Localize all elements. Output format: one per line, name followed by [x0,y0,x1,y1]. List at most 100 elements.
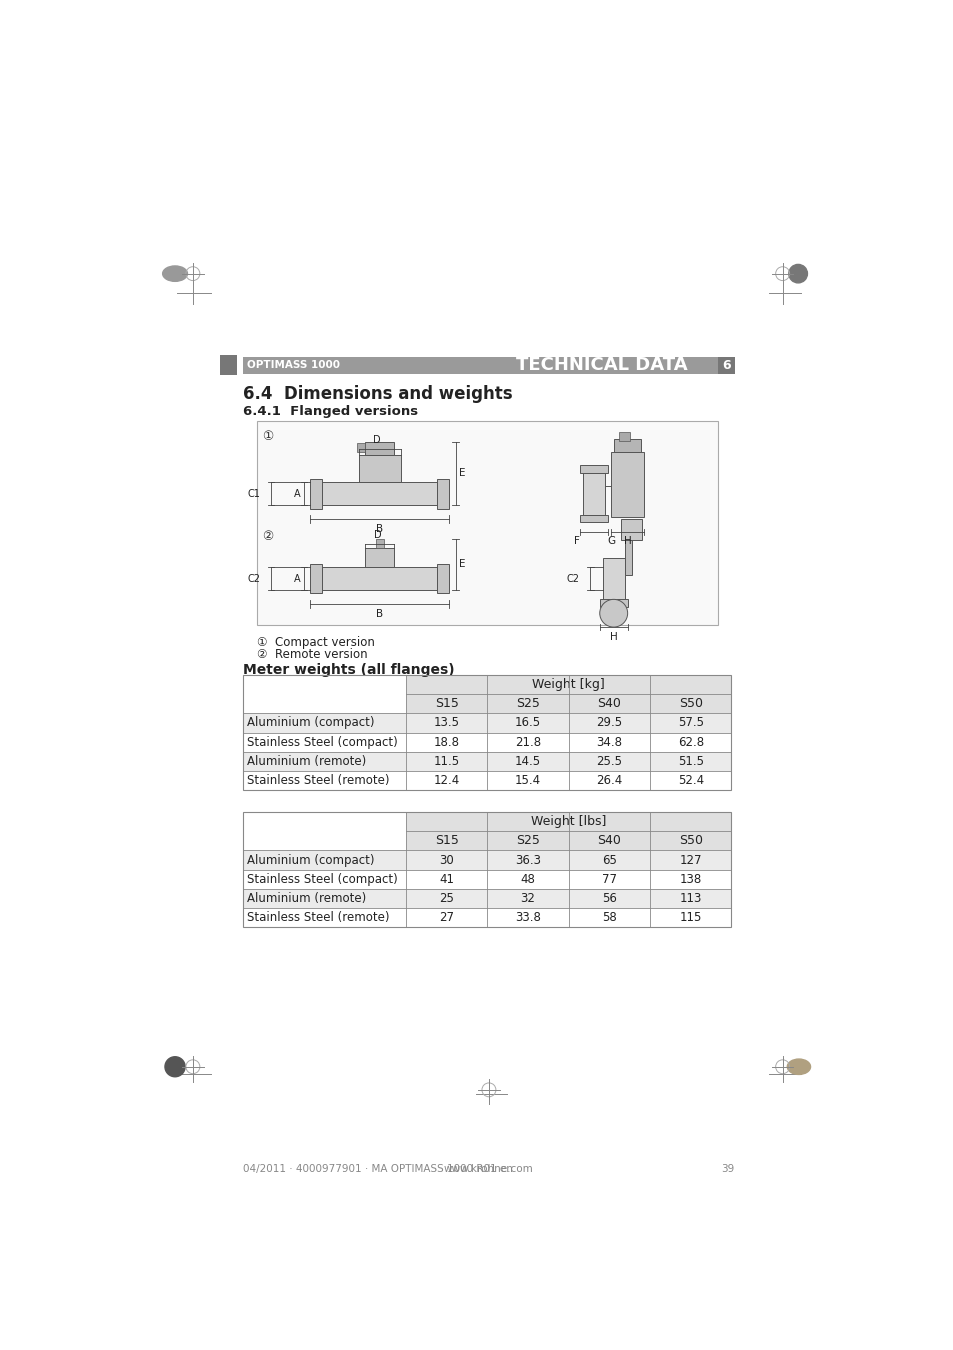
Text: ①  Compact version: ① Compact version [257,636,375,648]
Ellipse shape [162,266,187,281]
Text: S25: S25 [516,697,539,710]
Bar [568,832,649,850]
Text: F: F [574,536,579,547]
Bar [649,832,731,850]
Text: ②: ② [261,531,273,543]
Bar [310,564,322,593]
Text: Stainless Steel (remote): Stainless Steel (remote) [247,774,389,787]
Bar [717,356,734,374]
Bar [568,694,649,713]
Bar [487,832,568,850]
Bar [243,733,731,752]
Text: 16.5: 16.5 [515,717,540,729]
Bar [436,479,449,509]
Ellipse shape [786,1058,810,1075]
Text: 77: 77 [601,872,617,886]
Text: 62.8: 62.8 [677,736,703,749]
Text: 36.3: 36.3 [515,853,540,867]
Bar [243,675,731,790]
Text: ②  Remote version: ② Remote version [257,648,368,662]
Bar [406,675,731,694]
Text: A: A [294,574,300,583]
Bar [599,599,627,608]
Text: 15.4: 15.4 [515,774,540,787]
Text: B: B [375,609,383,618]
Text: 39: 39 [720,1164,734,1174]
Bar [243,713,731,733]
Text: www.krohne.com: www.krohne.com [443,1164,534,1174]
Text: 32: 32 [520,892,535,904]
Text: Weight [lbs]: Weight [lbs] [531,815,606,828]
Text: 115: 115 [679,911,701,925]
Text: S40: S40 [597,834,620,848]
Bar [579,514,608,522]
Text: 127: 127 [679,853,701,867]
Text: H: H [609,632,617,641]
Bar [614,439,640,451]
Bar [310,479,322,509]
Text: 33.8: 33.8 [515,911,540,925]
Text: Aluminium (remote): Aluminium (remote) [247,892,366,904]
Text: S50: S50 [679,834,702,848]
Text: 11.5: 11.5 [434,755,459,768]
Text: 52.4: 52.4 [677,774,703,787]
Bar [358,455,401,482]
Bar [406,694,487,713]
Text: 65: 65 [601,853,617,867]
Text: 113: 113 [679,892,701,904]
Text: 26.4: 26.4 [596,774,622,787]
Text: D: D [373,435,380,446]
Text: ①: ① [261,429,273,443]
Bar [356,443,365,452]
Bar [243,811,731,927]
Text: Stainless Steel (compact): Stainless Steel (compact) [247,736,397,749]
Text: 51.5: 51.5 [677,755,703,768]
Text: 138: 138 [679,872,701,886]
Text: 6: 6 [721,359,730,371]
Text: Stainless Steel (compact): Stainless Steel (compact) [247,872,397,886]
Text: S50: S50 [679,697,702,710]
Text: 6.4.1  Flanged versions: 6.4.1 Flanged versions [243,405,418,417]
Text: 27: 27 [438,911,454,925]
Bar [620,518,641,540]
Text: Stainless Steel (remote): Stainless Steel (remote) [247,911,389,925]
Text: S15: S15 [435,834,458,848]
Text: B: B [375,524,383,533]
Bar [436,564,449,593]
Text: Aluminium (compact): Aluminium (compact) [247,717,375,729]
Bar [365,441,394,455]
Bar [649,694,731,713]
Bar [624,540,632,575]
Text: A: A [294,489,300,500]
Bar [243,356,734,374]
Text: 12.4: 12.4 [433,774,459,787]
Text: 18.8: 18.8 [434,736,459,749]
Circle shape [599,599,627,628]
Text: 57.5: 57.5 [677,717,703,729]
Bar [611,451,643,517]
Bar [243,771,731,790]
Bar [257,421,717,625]
Bar [583,472,604,516]
Bar [322,482,436,505]
Text: 29.5: 29.5 [596,717,622,729]
Bar [243,888,731,909]
Text: E: E [459,468,465,478]
Text: Meter weights (all flanges): Meter weights (all flanges) [243,663,455,676]
Text: C1: C1 [247,489,260,500]
Text: Weight [kg]: Weight [kg] [532,678,604,691]
Bar [365,548,394,567]
Text: 58: 58 [601,911,617,925]
Text: Aluminium (remote): Aluminium (remote) [247,755,366,768]
Circle shape [788,265,806,284]
Bar [220,355,236,375]
Text: 56: 56 [601,892,617,904]
Bar [487,694,568,713]
Text: E: E [459,559,465,568]
Text: 14.5: 14.5 [515,755,540,768]
Text: 48: 48 [520,872,535,886]
Bar [618,432,629,440]
Text: S15: S15 [435,697,458,710]
Text: 04/2011 · 4000977901 · MA OPTIMASS 1000 R01 en: 04/2011 · 4000977901 · MA OPTIMASS 1000 … [243,1164,513,1174]
Bar [243,752,731,771]
